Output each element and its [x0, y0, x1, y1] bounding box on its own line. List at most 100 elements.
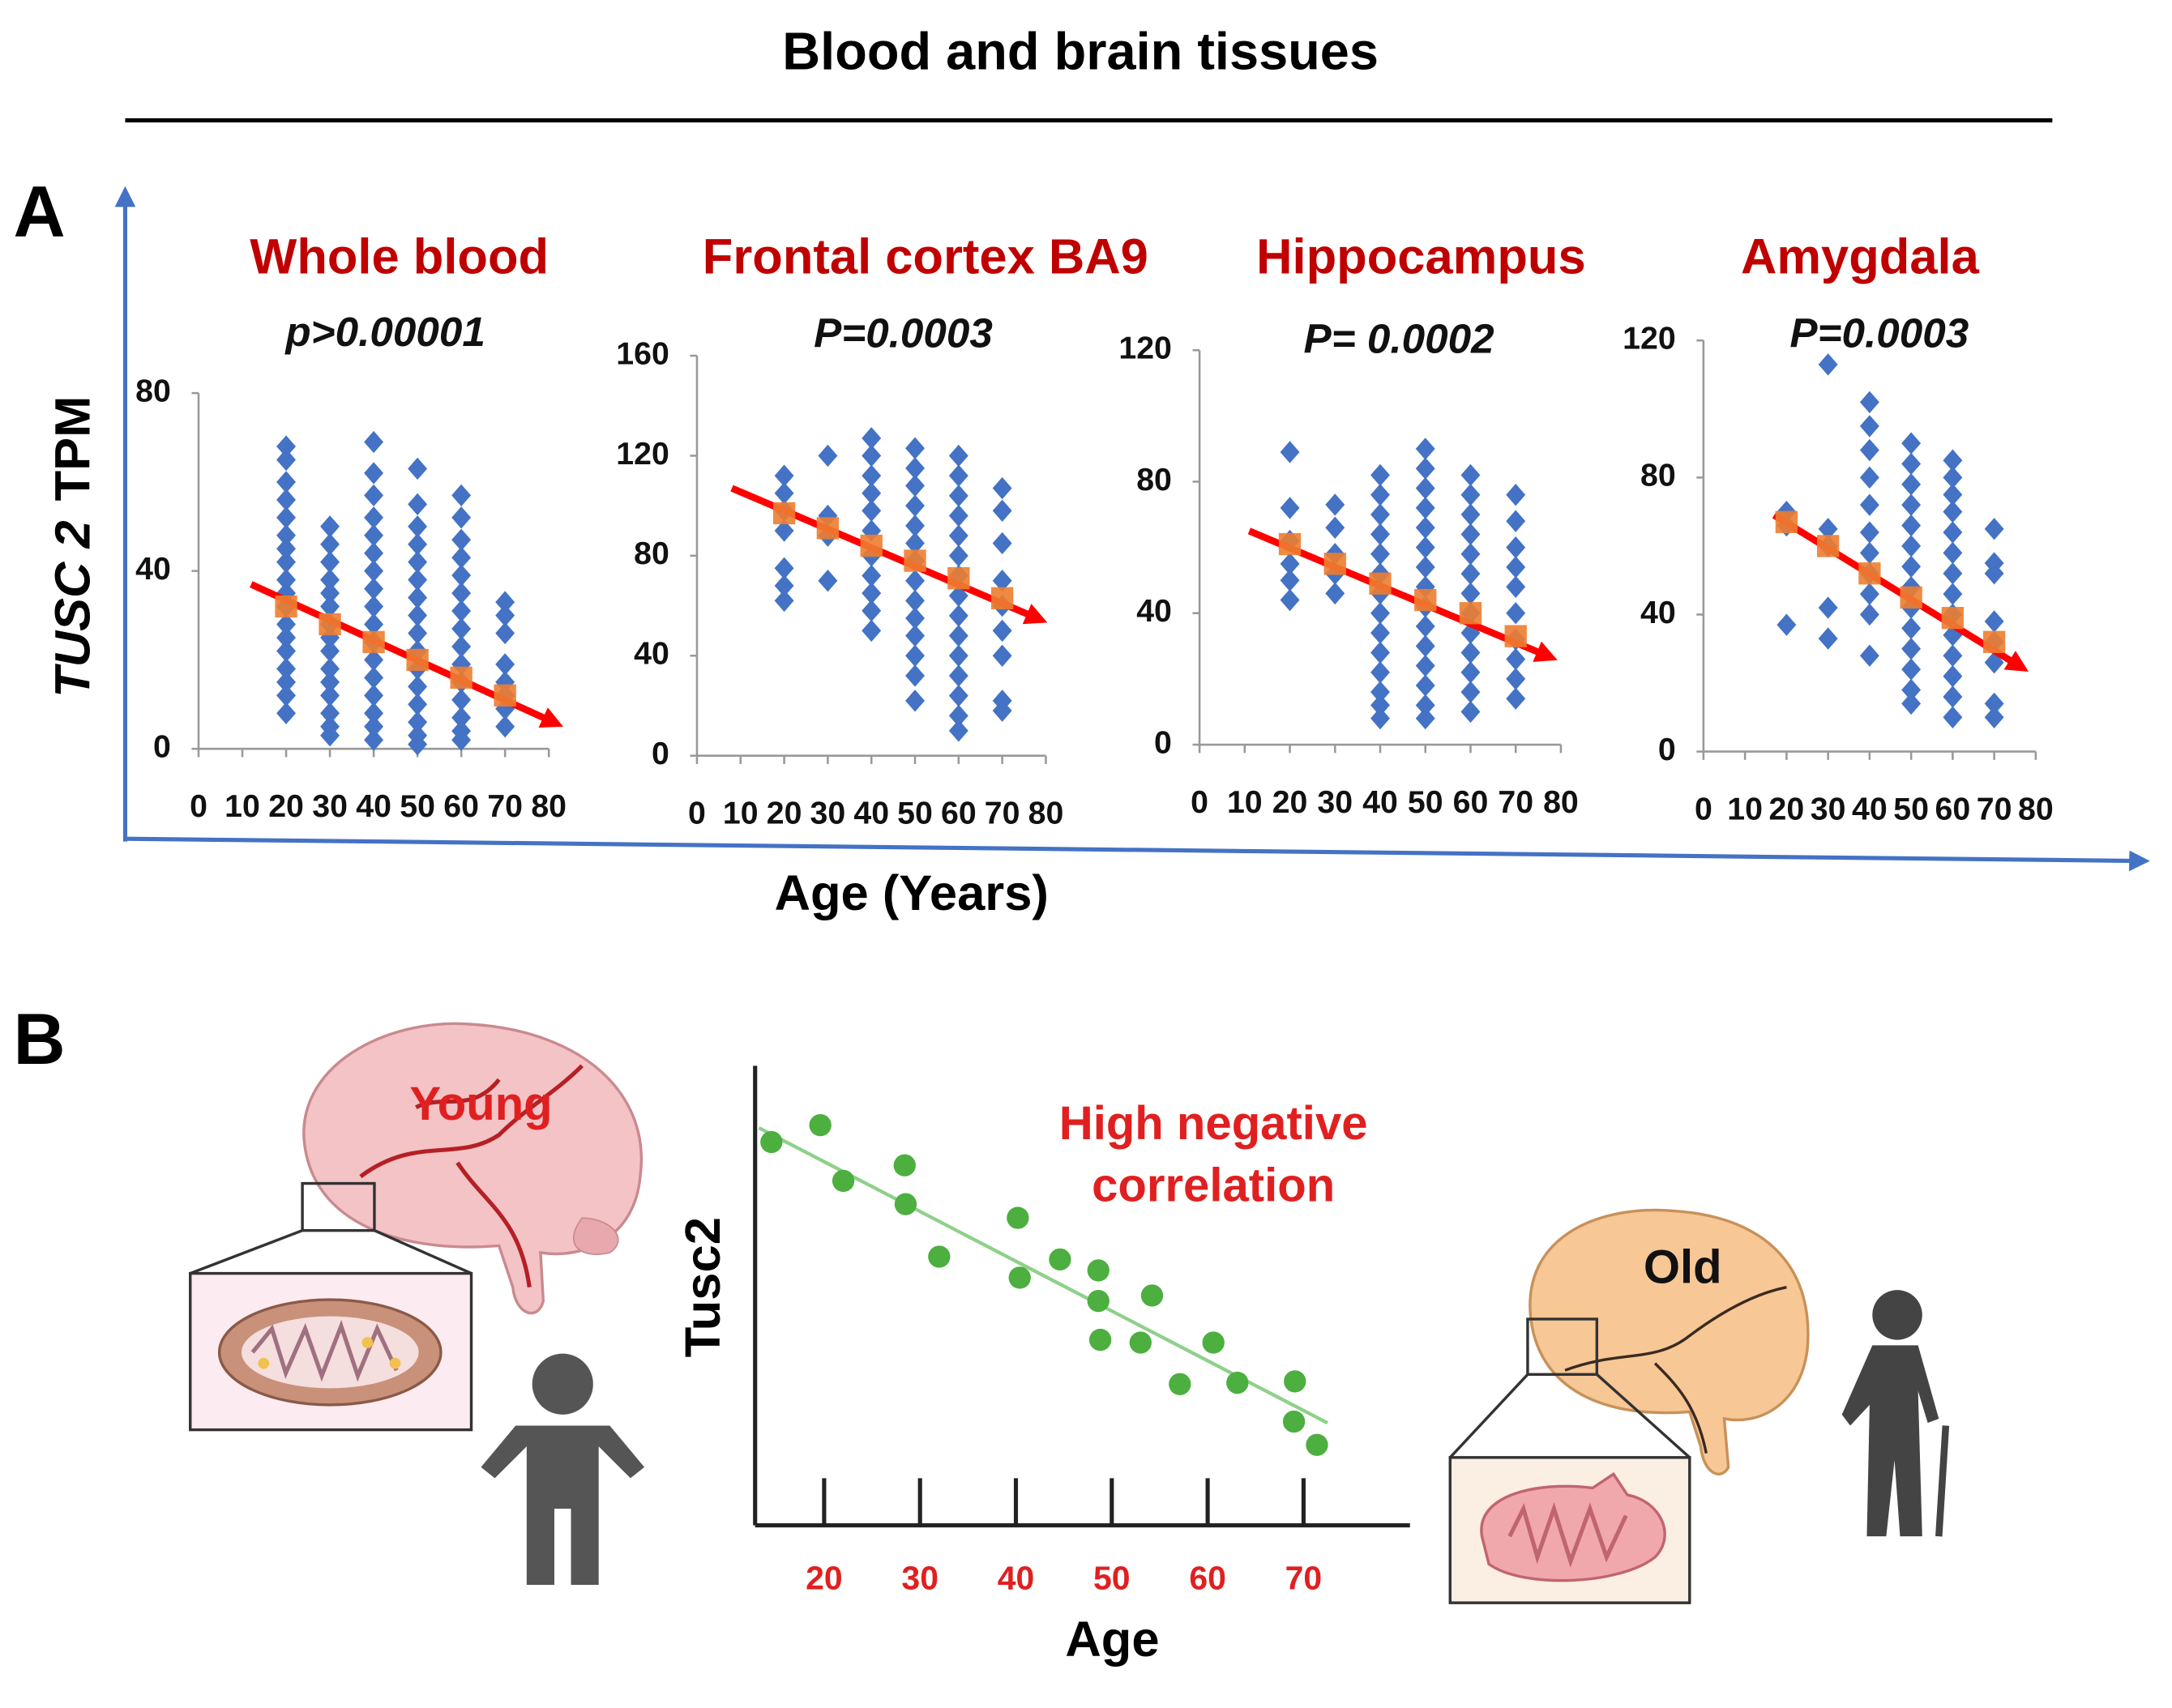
x-tick-label: 70 — [985, 796, 1020, 831]
mean-marker — [1816, 535, 1840, 557]
x-tick-label: 10 — [723, 796, 759, 831]
data-point — [905, 589, 925, 613]
data-point — [948, 485, 968, 507]
data-point — [948, 644, 968, 667]
data-point — [1087, 1290, 1110, 1313]
x-tick-label: 0 — [1191, 784, 1208, 820]
data-point — [1859, 541, 1879, 565]
data-point — [1506, 647, 1526, 671]
data-point — [320, 515, 340, 538]
y-tick-label: 160 — [616, 335, 669, 371]
x-tick-label: 30 — [810, 796, 846, 831]
data-point — [364, 715, 384, 738]
mean-marker — [1900, 586, 1922, 608]
data-point — [1818, 353, 1838, 376]
data-point — [1506, 536, 1526, 559]
y-axis-label: TUSC 2 TPM — [45, 396, 101, 698]
data-point — [408, 586, 428, 609]
x-tick-label: 60 — [1453, 784, 1489, 820]
mean-marker — [904, 549, 926, 572]
data-point — [948, 444, 968, 468]
data-point — [1901, 678, 1922, 702]
data-point — [1415, 516, 1435, 539]
data-point — [1370, 602, 1390, 625]
data-point — [364, 684, 384, 707]
data-point — [495, 715, 515, 738]
panel-title: Hippocampus — [1256, 228, 1586, 284]
data-point — [320, 568, 340, 591]
data-point — [1415, 476, 1435, 500]
y-tick-label: 0 — [652, 736, 669, 771]
data-point — [948, 504, 968, 527]
young-label: Young — [409, 1078, 552, 1130]
mean-marker — [947, 566, 970, 590]
data-point — [451, 546, 472, 569]
data-point — [364, 577, 384, 600]
mean-marker — [1278, 532, 1302, 556]
data-point — [1415, 556, 1435, 579]
y-tick-label: 120 — [1118, 331, 1172, 366]
x-tick-label: 70 — [487, 788, 523, 824]
data-point — [320, 657, 340, 681]
data-point — [1506, 484, 1526, 506]
data-point — [495, 604, 515, 627]
data-point — [364, 595, 384, 618]
data-point — [1943, 500, 1963, 523]
data-point — [1859, 603, 1879, 626]
data-point — [832, 1169, 855, 1193]
data-point — [1007, 1206, 1029, 1229]
data-point — [1370, 681, 1390, 703]
y-tick-label: 120 — [1623, 321, 1676, 357]
data-point — [1506, 556, 1526, 579]
data-point — [1415, 497, 1435, 519]
data-point — [1370, 661, 1390, 684]
y-tick-label: 40 — [1640, 595, 1676, 630]
data-point — [320, 702, 340, 724]
data-point — [1049, 1248, 1071, 1271]
data-point — [1859, 438, 1879, 462]
data-point — [451, 617, 472, 640]
data-point — [1943, 449, 1963, 472]
data-point — [408, 457, 428, 480]
data-point — [862, 427, 882, 450]
data-point — [1325, 493, 1345, 516]
data-point — [1370, 707, 1390, 730]
data-point — [1415, 457, 1435, 480]
panel-label: B — [13, 999, 65, 1079]
data-point — [948, 719, 968, 742]
data-point — [364, 542, 384, 565]
data-point — [1984, 706, 2004, 728]
data-point — [1901, 658, 1922, 681]
x-tick-label: 40 — [356, 788, 391, 824]
x-tick-label: 20 — [767, 796, 802, 831]
data-point — [1943, 664, 1963, 688]
x-tick-label: 40 — [853, 796, 889, 831]
panel-title: Amygdala — [1741, 228, 1980, 284]
data-point — [408, 533, 428, 556]
data-point — [1325, 582, 1345, 605]
data-point — [1901, 555, 1922, 578]
data-point — [1460, 503, 1481, 526]
data-point — [1415, 707, 1435, 730]
data-point — [451, 728, 472, 751]
mean-marker — [1775, 510, 1798, 533]
data-point — [320, 671, 340, 694]
data-point — [1169, 1373, 1191, 1395]
data-point — [774, 574, 794, 597]
data-point — [948, 524, 968, 547]
data-point — [1140, 1284, 1164, 1307]
x-axis-label: Age — [1065, 1612, 1159, 1667]
mean-marker — [1858, 562, 1881, 585]
data-point — [1984, 610, 2004, 633]
mean-marker — [319, 613, 341, 636]
data-point — [1901, 535, 1922, 557]
data-point — [1901, 452, 1922, 476]
data-point — [276, 702, 297, 724]
x-tick-label: 60 — [1189, 1560, 1226, 1597]
data-point — [1460, 543, 1481, 566]
data-point — [818, 444, 838, 468]
data-point — [1460, 484, 1481, 506]
mean-marker — [1323, 553, 1346, 575]
data-point — [905, 644, 925, 667]
